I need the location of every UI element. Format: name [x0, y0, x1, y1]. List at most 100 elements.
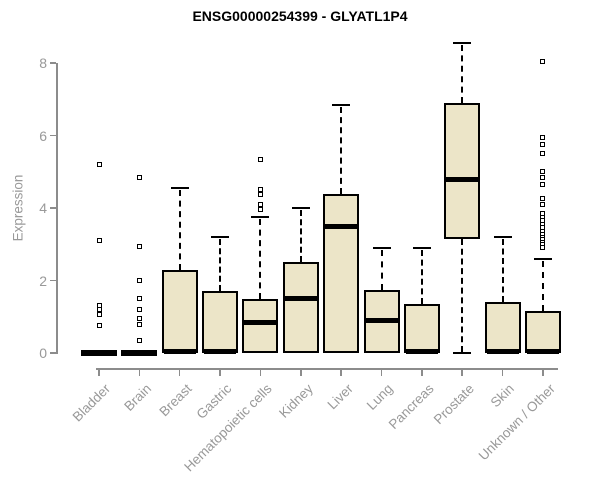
- x-tick: [178, 368, 181, 376]
- x-tick: [380, 368, 383, 376]
- median-line: [163, 348, 196, 354]
- outlier-point: [136, 243, 142, 249]
- outlier-point: [136, 307, 142, 312]
- y-tick: [50, 279, 56, 282]
- upper-whisker-cap: [211, 236, 230, 238]
- x-tick: [138, 368, 141, 376]
- x-tick-label: Bladder: [70, 381, 114, 425]
- box: [444, 102, 481, 239]
- median-line: [244, 319, 277, 325]
- outlier-point: [136, 296, 142, 302]
- upper-whisker: [299, 210, 302, 263]
- chart-title: ENSG00000254399 - GLYATL1P4: [192, 8, 408, 24]
- y-tick-label: 0: [39, 345, 47, 361]
- outlier-point: [96, 162, 102, 167]
- median-line: [405, 348, 438, 354]
- outlier-point: [136, 278, 142, 283]
- x-tick: [501, 368, 504, 376]
- outlier-point: [540, 151, 546, 157]
- x-axis: [96, 368, 558, 370]
- upper-whisker-cap: [170, 187, 189, 190]
- upper-whisker: [219, 239, 222, 292]
- median-line: [204, 348, 237, 354]
- outlier-point: [136, 316, 142, 322]
- box: [323, 193, 360, 353]
- x-tick: [259, 368, 262, 376]
- median-line: [486, 348, 519, 354]
- upper-whisker-cap: [493, 236, 512, 238]
- y-tick: [50, 352, 56, 354]
- upper-whisker: [420, 249, 423, 305]
- outlier-point: [136, 337, 142, 343]
- outlier-point: [257, 191, 263, 197]
- upper-whisker: [259, 219, 262, 299]
- collapsed-box: [81, 350, 117, 356]
- median-line: [284, 296, 317, 302]
- upper-whisker: [461, 45, 464, 103]
- outlier-point: [96, 323, 102, 329]
- x-tick-label: Lung: [364, 381, 397, 413]
- collapsed-box: [121, 350, 158, 356]
- upper-whisker: [380, 249, 383, 290]
- outlier-point: [540, 142, 546, 148]
- x-tick-label: Kidney: [275, 381, 316, 421]
- box: [161, 269, 198, 353]
- box: [524, 311, 561, 353]
- x-tick: [219, 368, 221, 376]
- upper-whisker-cap: [251, 216, 270, 219]
- y-tick-label: 8: [39, 55, 47, 71]
- upper-whisker: [501, 239, 504, 303]
- outlier-point: [540, 245, 546, 251]
- median-line: [365, 317, 398, 323]
- x-tick-label: Prostate: [430, 381, 477, 428]
- upper-whisker: [178, 190, 181, 270]
- outlier-point: [540, 181, 546, 187]
- box: [202, 291, 239, 353]
- outlier-point: [540, 196, 546, 202]
- x-tick: [542, 368, 544, 376]
- y-tick: [50, 134, 56, 137]
- outlier-point: [96, 238, 102, 244]
- lower-whisker-cap: [453, 352, 472, 354]
- outlier-point: [540, 174, 546, 180]
- median-line: [526, 348, 559, 354]
- upper-whisker: [541, 260, 544, 312]
- x-tick: [421, 368, 423, 376]
- x-tick-label: Breast: [156, 381, 195, 420]
- x-tick-label: Unknown / Other: [475, 381, 558, 464]
- y-tick-label: 6: [39, 127, 47, 144]
- x-tick: [98, 368, 100, 376]
- upper-whisker: [340, 106, 343, 194]
- x-tick: [340, 368, 342, 376]
- y-tick-label: 2: [39, 272, 47, 289]
- outlier-point: [257, 156, 263, 162]
- median-line: [446, 176, 479, 182]
- outlier-point: [257, 201, 263, 207]
- y-tick: [50, 62, 56, 64]
- lower-whisker: [461, 238, 464, 352]
- outlier-point: [540, 58, 546, 64]
- upper-whisker-cap: [372, 246, 391, 249]
- outlier-point: [540, 169, 546, 175]
- x-tick: [461, 368, 463, 376]
- outlier-point: [136, 321, 142, 327]
- upper-whisker-cap: [291, 207, 310, 209]
- x-tick: [300, 368, 302, 376]
- x-tick-label: Skin: [488, 381, 518, 411]
- y-axis: [56, 63, 58, 354]
- y-tick-label: 4: [39, 200, 47, 216]
- outlier-point: [257, 207, 263, 213]
- outlier-point: [540, 201, 546, 207]
- y-tick: [50, 207, 56, 209]
- upper-whisker-cap: [332, 103, 351, 106]
- box: [484, 302, 521, 353]
- box: [282, 262, 319, 353]
- upper-whisker-cap: [453, 42, 472, 45]
- outlier-point: [136, 174, 142, 180]
- upper-whisker-cap: [533, 257, 552, 260]
- box: [242, 298, 279, 353]
- x-tick-label: Brain: [121, 381, 154, 414]
- x-tick-label: Liver: [324, 381, 356, 413]
- outlier-point: [540, 134, 546, 140]
